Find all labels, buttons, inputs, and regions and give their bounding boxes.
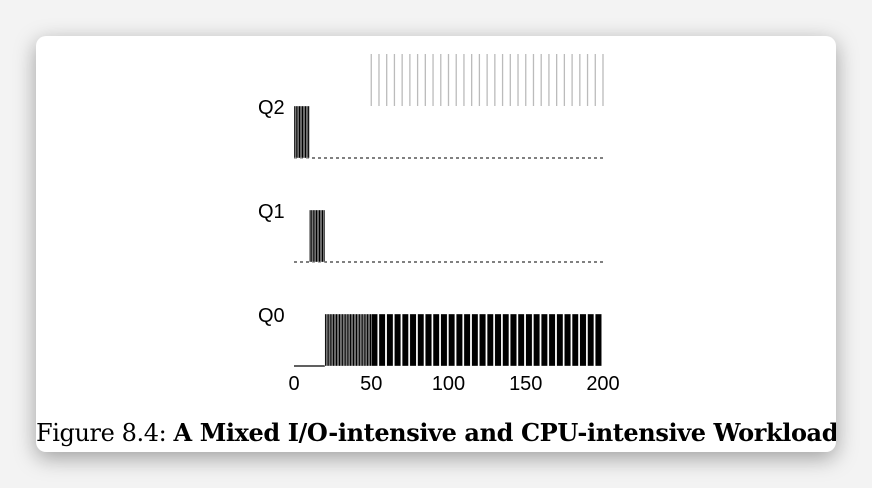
queue-label-q0: Q0 xyxy=(258,305,285,327)
bar-q0 xyxy=(324,313,327,367)
bar-q2 xyxy=(296,105,299,159)
bar-q0 xyxy=(367,313,370,367)
bar-q0 xyxy=(425,313,432,367)
bar-q0 xyxy=(363,313,366,367)
bar-q0 xyxy=(548,313,556,367)
bar-q0 xyxy=(456,313,463,367)
bar-q0 xyxy=(378,313,386,367)
bar-q0 xyxy=(369,313,372,367)
bar-q0 xyxy=(502,313,510,367)
bar-q0 xyxy=(579,313,587,367)
bar-q0 xyxy=(401,313,409,367)
bar-q1 xyxy=(320,209,322,263)
x-tick-label: 100 xyxy=(432,373,465,395)
figure-card: Q2 Q1 Q0 0 50 100 150 200 Figure 8.4: A Mixed … xyxy=(36,36,836,452)
figure-caption: Figure 8.4: A Mixed I/O-intensive and CP… xyxy=(36,418,836,447)
bar-q0 xyxy=(341,313,344,367)
bar-q0 xyxy=(340,313,343,367)
bar-q0 xyxy=(440,313,448,367)
bar-q0 xyxy=(371,313,378,367)
bar-q0 xyxy=(394,313,401,367)
bar-q0 xyxy=(541,313,548,367)
bar-q0 xyxy=(332,313,335,367)
bar-q2 xyxy=(301,105,304,159)
bar-q0 xyxy=(564,313,571,367)
io-job-tick-marks xyxy=(370,54,604,106)
bar-q0 xyxy=(517,313,525,367)
bar-q2 xyxy=(298,105,301,159)
bar-q0 xyxy=(361,313,364,367)
bar-q1 xyxy=(323,209,326,263)
x-tick-label: 150 xyxy=(509,373,542,395)
bar-q2 xyxy=(304,105,307,159)
chart-bars xyxy=(293,105,602,367)
bar-q0 xyxy=(366,313,369,367)
bar-q0 xyxy=(448,313,456,367)
bar-q0 xyxy=(338,313,341,367)
bar-q2 xyxy=(293,105,296,159)
bar-q0 xyxy=(330,313,333,367)
bar-q0 xyxy=(587,313,595,367)
bar-q0 xyxy=(525,313,533,367)
bar-q2 xyxy=(307,105,310,159)
bar-q1 xyxy=(315,209,318,263)
bar-q0 xyxy=(360,313,363,367)
bar-q0 xyxy=(409,313,417,367)
bar-q0 xyxy=(386,313,394,367)
bar-q0 xyxy=(354,313,356,367)
bar-q1 xyxy=(316,209,319,263)
bar-q0 xyxy=(486,313,494,367)
caption-title: A Mixed I/O-intensive and CPU-intensive … xyxy=(173,418,836,447)
bar-q0 xyxy=(344,313,347,367)
bar-q0 xyxy=(556,313,564,367)
bar-q0 xyxy=(510,313,517,367)
bar-q1 xyxy=(312,209,315,263)
bar-q1 xyxy=(313,209,316,263)
bar-q0 xyxy=(571,313,579,367)
bar-q0 xyxy=(333,313,336,367)
bar-q0 xyxy=(326,313,329,367)
bar-q0 xyxy=(327,313,330,367)
bar-q0 xyxy=(533,313,540,367)
queue-labels: Q2 Q1 Q0 xyxy=(258,97,285,327)
bar-q1 xyxy=(309,209,312,263)
bar-q0 xyxy=(355,313,358,367)
bar-q1 xyxy=(310,209,313,263)
x-tick-label: 0 xyxy=(288,373,299,395)
x-axis-ticks: 0 50 100 150 200 xyxy=(288,373,619,395)
bar-q0 xyxy=(494,313,502,367)
bar-q0 xyxy=(432,313,440,367)
x-tick-label: 50 xyxy=(360,373,382,395)
bar-q0 xyxy=(479,313,486,367)
bar-q0 xyxy=(329,313,332,367)
bar-q2 xyxy=(300,105,302,159)
bar-q0 xyxy=(352,313,355,367)
bar-q0 xyxy=(463,313,471,367)
bar-q1 xyxy=(321,209,324,263)
bar-q0 xyxy=(364,313,367,367)
bar-q2 xyxy=(303,105,305,159)
bar-q0 xyxy=(349,313,352,367)
bar-q0 xyxy=(350,313,353,367)
caption-prefix: Figure 8.4: xyxy=(36,419,167,447)
bar-q0 xyxy=(358,313,361,367)
bar-q0 xyxy=(417,313,425,367)
queue-baselines xyxy=(294,157,603,367)
bar-q2 xyxy=(295,105,298,159)
bar-q0 xyxy=(343,313,346,367)
bar-q0 xyxy=(346,313,349,367)
bar-q0 xyxy=(357,313,360,367)
bar-q0 xyxy=(335,313,338,367)
bar-q0 xyxy=(595,313,602,367)
bar-q1 xyxy=(318,209,321,263)
bar-q2 xyxy=(306,105,309,159)
queue-label-q1: Q1 xyxy=(258,201,285,223)
bar-q0 xyxy=(337,313,339,367)
mlfq-chart: Q2 Q1 Q0 0 50 100 150 200 xyxy=(258,54,620,395)
queue-label-q2: Q2 xyxy=(258,97,285,119)
bar-q0 xyxy=(471,313,479,367)
x-tick-label: 200 xyxy=(586,373,619,395)
bar-q0 xyxy=(347,313,350,367)
